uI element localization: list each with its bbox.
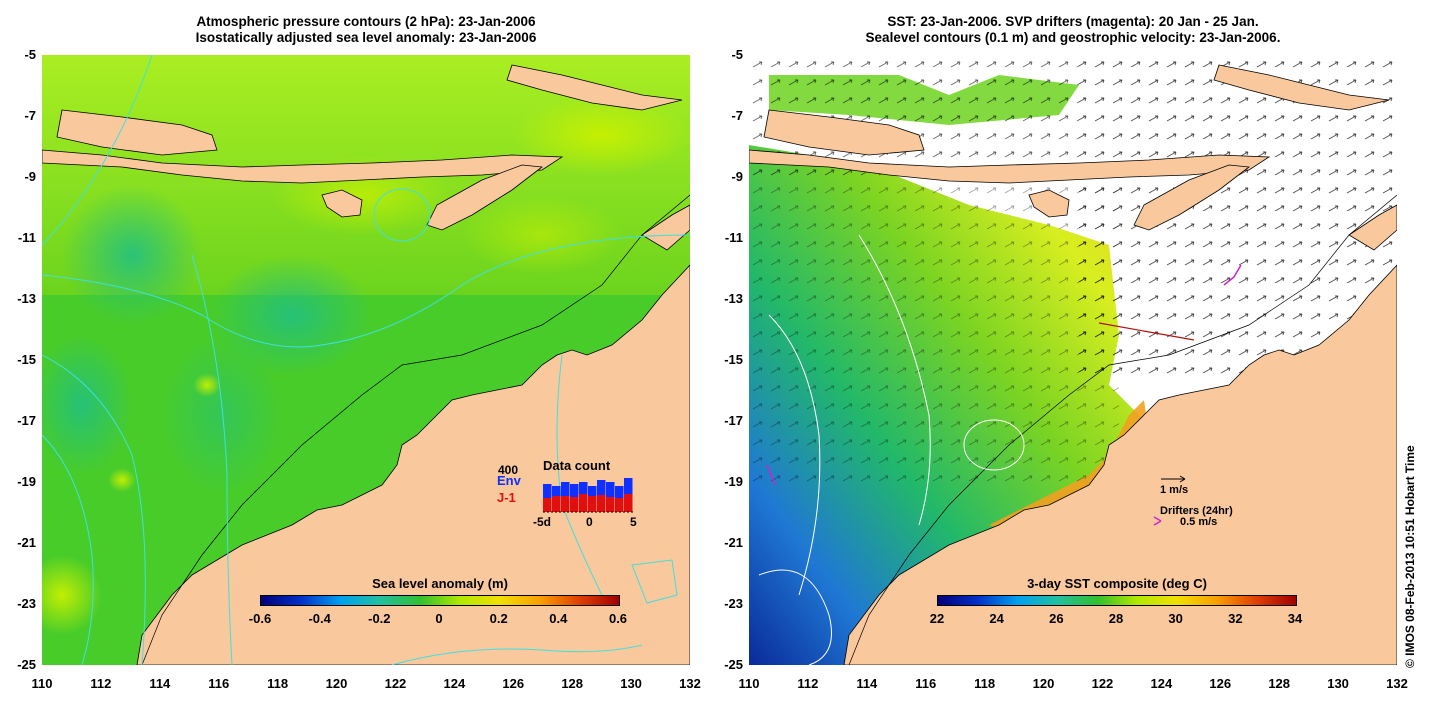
right-lon-tick: 132 bbox=[1386, 676, 1408, 691]
data-count-j1-bar bbox=[588, 496, 597, 512]
right-colorbar-tick: 22 bbox=[929, 611, 945, 626]
left-lon-tick: 114 bbox=[149, 676, 171, 691]
right-lat-tick: -5 bbox=[731, 47, 743, 62]
drifter-scale-label: 0.5 m/s bbox=[1180, 516, 1218, 528]
left-lat-tick: -19 bbox=[17, 474, 36, 489]
left-lon-tick: 128 bbox=[561, 676, 584, 691]
right-lat-tick: -7 bbox=[731, 108, 743, 123]
data-count-j1-label: J-1 bbox=[497, 490, 516, 505]
data-count-xtick-1: 0 bbox=[586, 515, 593, 529]
left-lat-tick: -21 bbox=[17, 535, 36, 550]
left-colorbar-title: Sea level anomaly (m) bbox=[372, 576, 508, 591]
right-lon-tick: 110 bbox=[738, 676, 760, 691]
left-lon-tick: 130 bbox=[620, 676, 642, 691]
right-colorbar-tick: 26 bbox=[1049, 611, 1064, 626]
right-title-line1: SST: 23-Jan-2006. SVP drifters (magenta)… bbox=[887, 14, 1259, 29]
left-lon-tick: 110 bbox=[31, 676, 53, 691]
right-lat-tick: -11 bbox=[724, 230, 743, 245]
left-colorbar-tick: 0.2 bbox=[489, 611, 508, 626]
right-lon-tick: 120 bbox=[1032, 676, 1055, 691]
right-colorbar-tick: 32 bbox=[1228, 611, 1243, 626]
sea-level-anomaly-map-graphic bbox=[42, 55, 690, 665]
right-lat-tick: -25 bbox=[724, 657, 743, 672]
sst-map bbox=[749, 55, 1397, 665]
right-lat-tick: -9 bbox=[731, 169, 743, 184]
right-title-line2: Sealevel contours (0.1 m) and geostrophi… bbox=[865, 30, 1281, 45]
left-colorbar-tick: -0.2 bbox=[368, 611, 391, 626]
left-lon-tick: 124 bbox=[443, 676, 466, 691]
data-count-j1-bar bbox=[606, 497, 615, 512]
left-lon-tick: 118 bbox=[267, 676, 289, 691]
right-lon-tick: 130 bbox=[1327, 676, 1349, 691]
data-count-j1-bar bbox=[624, 494, 633, 512]
right-lon-tick: 118 bbox=[974, 676, 996, 691]
left-lon-tick: 122 bbox=[384, 676, 407, 691]
data-count-j1-bar bbox=[597, 495, 606, 512]
right-lon-tick: 126 bbox=[1209, 676, 1232, 691]
right-colorbar-tick: 24 bbox=[989, 611, 1004, 626]
left-colorbar-tick: -0.6 bbox=[248, 611, 272, 626]
data-count-chart bbox=[543, 478, 633, 513]
right-lat-tick: -17 bbox=[724, 413, 743, 428]
right-lat-tick: -19 bbox=[724, 474, 743, 489]
right-colorbar-tick: 30 bbox=[1168, 611, 1183, 626]
left-colorbar-tick: 0 bbox=[435, 611, 443, 626]
left-lon-tick: 112 bbox=[90, 676, 112, 691]
left-title-line1: Atmospheric pressure contours (2 hPa): 2… bbox=[196, 14, 536, 29]
left-lat-tick: -7 bbox=[24, 108, 36, 123]
left-lat-tick: -9 bbox=[24, 169, 36, 184]
right-lon-tick: 128 bbox=[1268, 676, 1291, 691]
left-lat-tick: -5 bbox=[24, 47, 36, 62]
data-count-j1-bar bbox=[561, 496, 570, 512]
left-colorbar-tick: 0.6 bbox=[608, 611, 628, 626]
left-title-line2: Isostatically adjusted sea level anomaly… bbox=[195, 30, 537, 45]
right-lon-tick: 116 bbox=[915, 676, 937, 691]
left-lon-tick: 126 bbox=[502, 676, 525, 691]
data-count-j1-bar bbox=[570, 497, 579, 512]
data-count-xtick-2: 5 bbox=[630, 515, 637, 529]
data-count-j1-bar bbox=[579, 494, 588, 512]
left-colorbar bbox=[260, 595, 620, 606]
velocity-scale-label: 1 m/s bbox=[1160, 484, 1189, 496]
copyright-text: © IMOS 08-Feb-2013 10:51 Hobart Time bbox=[1403, 445, 1417, 668]
sea-level-anomaly-map bbox=[42, 55, 690, 665]
left-lon-tick: 132 bbox=[679, 676, 701, 691]
right-colorbar bbox=[937, 595, 1297, 606]
left-lat-tick: -13 bbox=[17, 291, 36, 306]
data-count-title: Data count bbox=[543, 458, 611, 473]
sst-map-graphic bbox=[749, 55, 1397, 665]
left-colorbar-tick: 0.4 bbox=[549, 611, 568, 626]
right-lat-tick: -15 bbox=[724, 352, 743, 367]
right-lat-tick: -13 bbox=[724, 291, 743, 306]
data-count-j1-bar bbox=[543, 498, 552, 512]
data-count-env-label: Env bbox=[497, 473, 521, 488]
data-count-j1-bar bbox=[615, 498, 624, 512]
right-lon-tick: 112 bbox=[797, 676, 819, 691]
drifters-label: Drifters (24hr) bbox=[1160, 505, 1233, 517]
right-lon-tick: 122 bbox=[1091, 676, 1114, 691]
right-colorbar-tick: 28 bbox=[1108, 611, 1124, 626]
left-colorbar-tick: -0.4 bbox=[308, 611, 331, 626]
right-lat-tick: -21 bbox=[724, 535, 743, 550]
left-lat-tick: -25 bbox=[17, 657, 36, 672]
right-colorbar-title: 3-day SST composite (deg C) bbox=[1027, 576, 1207, 591]
data-count-xtick-0: -5d bbox=[533, 515, 551, 529]
left-lat-tick: -17 bbox=[17, 413, 36, 428]
right-lat-tick: -23 bbox=[724, 596, 743, 611]
left-lon-tick: 116 bbox=[208, 676, 230, 691]
left-lon-tick: 120 bbox=[325, 676, 348, 691]
data-count-j1-bar bbox=[552, 496, 561, 512]
left-lat-tick: -23 bbox=[17, 596, 36, 611]
right-lon-tick: 114 bbox=[856, 676, 878, 691]
right-lon-tick: 124 bbox=[1150, 676, 1173, 691]
left-lat-tick: -15 bbox=[17, 352, 36, 367]
left-lat-tick: -11 bbox=[17, 230, 36, 245]
data-count-max-label: 400 bbox=[498, 463, 519, 477]
right-colorbar-tick: 34 bbox=[1287, 611, 1303, 626]
